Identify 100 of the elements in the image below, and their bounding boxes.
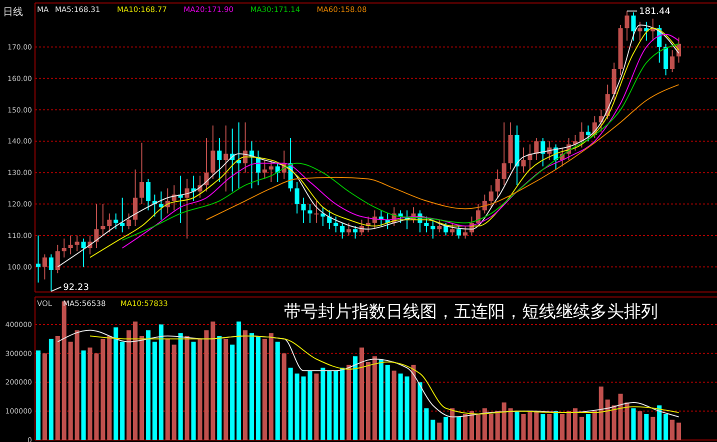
candlestick xyxy=(444,222,448,236)
bar xyxy=(262,338,267,440)
candlestick xyxy=(346,222,352,236)
candlestick xyxy=(139,142,144,205)
candlestick xyxy=(334,216,338,233)
bar xyxy=(224,338,228,440)
bar xyxy=(540,414,546,440)
bar xyxy=(359,348,364,440)
candlestick xyxy=(42,254,47,280)
bar xyxy=(398,374,403,440)
bar xyxy=(572,408,578,440)
line-series xyxy=(206,84,680,220)
bar xyxy=(268,333,274,440)
candlestick xyxy=(644,21,649,42)
candlestick xyxy=(534,138,539,161)
bar xyxy=(554,411,558,440)
bar xyxy=(392,370,396,440)
bar xyxy=(36,350,40,440)
candlestick xyxy=(462,226,468,240)
candlestick xyxy=(81,238,86,268)
candlestick xyxy=(268,160,274,183)
bar xyxy=(592,411,597,440)
bar xyxy=(404,376,410,440)
bar xyxy=(456,416,462,440)
bar xyxy=(411,364,416,440)
bar xyxy=(288,368,293,440)
bar xyxy=(334,370,338,440)
candlestick xyxy=(430,219,436,240)
bar xyxy=(230,344,235,440)
candlestick xyxy=(107,212,112,233)
candlestick xyxy=(114,212,118,230)
bar xyxy=(650,416,656,440)
candlestick xyxy=(146,178,150,211)
bar xyxy=(418,382,422,440)
candlestick xyxy=(100,204,106,236)
bar xyxy=(612,405,616,440)
candlestick xyxy=(340,222,345,240)
bar xyxy=(366,362,370,440)
candlestick xyxy=(308,204,312,224)
y-axis-title: 日线 xyxy=(3,6,23,18)
annotation: 181.44 xyxy=(639,7,671,18)
candlestick xyxy=(301,197,306,224)
bar xyxy=(42,353,47,440)
bar xyxy=(172,344,176,440)
bar xyxy=(165,338,170,440)
bar xyxy=(514,411,520,440)
bar xyxy=(158,324,164,440)
bar xyxy=(55,336,60,440)
candlestick xyxy=(664,43,668,76)
bar xyxy=(139,336,144,440)
candlestick xyxy=(450,222,455,236)
candlestick xyxy=(217,138,222,183)
bar xyxy=(178,333,183,440)
candlestick xyxy=(314,200,319,224)
bar xyxy=(107,336,112,440)
bar xyxy=(482,408,487,440)
bar xyxy=(579,416,584,440)
candlestick xyxy=(488,184,494,208)
bar xyxy=(314,374,319,440)
bar xyxy=(114,327,118,440)
candlestick xyxy=(353,226,358,240)
bar xyxy=(327,370,332,440)
bar xyxy=(534,411,539,440)
bar xyxy=(120,342,125,440)
bar xyxy=(236,322,242,440)
bar xyxy=(353,356,358,440)
bar xyxy=(664,414,668,440)
bar xyxy=(657,405,662,440)
bar xyxy=(528,411,532,440)
candlestick xyxy=(210,125,216,180)
candlestick xyxy=(68,234,73,255)
candlestick xyxy=(502,122,506,186)
candlestick xyxy=(631,12,636,42)
bar xyxy=(462,414,468,440)
bar xyxy=(444,416,448,440)
bar xyxy=(676,422,682,440)
bar xyxy=(210,322,216,440)
candlestick xyxy=(638,21,642,42)
candlestick xyxy=(74,234,80,252)
bar xyxy=(243,330,248,440)
candlestick xyxy=(586,125,590,142)
bar xyxy=(437,422,442,440)
bar xyxy=(346,364,352,440)
bar xyxy=(586,414,590,440)
bar xyxy=(152,342,157,440)
bar xyxy=(340,368,345,440)
bar xyxy=(605,400,610,440)
bar xyxy=(547,414,552,440)
candlestick xyxy=(572,134,578,152)
candlestick xyxy=(48,254,54,292)
bar xyxy=(133,322,138,440)
bar xyxy=(378,359,384,440)
bar xyxy=(385,364,390,440)
candlestick xyxy=(133,168,138,227)
bar xyxy=(502,402,506,440)
bar xyxy=(81,350,86,440)
bar xyxy=(430,420,436,440)
candlestick xyxy=(224,125,228,192)
candlestick xyxy=(521,147,526,174)
bar xyxy=(217,336,222,440)
